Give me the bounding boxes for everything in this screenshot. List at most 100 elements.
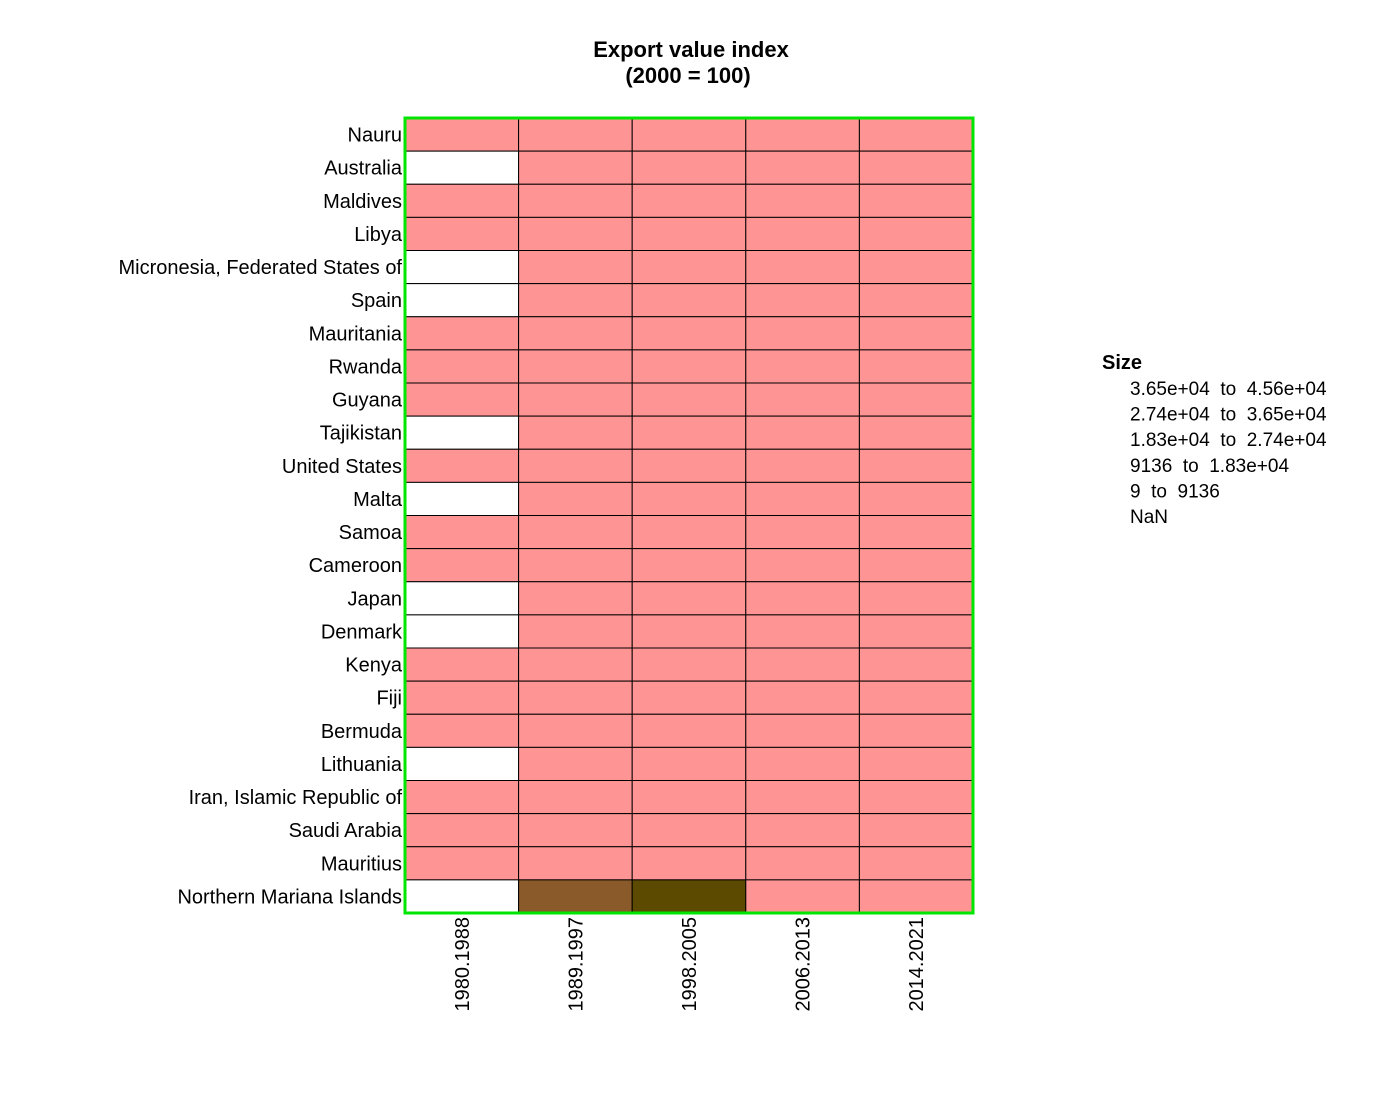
heatmap-cell xyxy=(518,216,633,251)
heatmap-cell xyxy=(631,846,747,881)
legend-item: 2.74e+04 to 3.65e+04 xyxy=(1130,405,1327,426)
row-label: Bermuda xyxy=(321,721,403,743)
heatmap-cell xyxy=(404,481,520,516)
column-labels: 1980.1988 1989.1997 1998.2005 2006.2013 2014… xyxy=(452,917,928,1012)
heatmap-cell xyxy=(404,614,520,649)
heatmap-cell xyxy=(745,349,860,384)
heatmap-cell xyxy=(631,250,747,285)
row-label: Libya xyxy=(354,224,403,246)
legend-item: 1.83e+04 to 2.74e+04 xyxy=(1130,430,1327,451)
heatmap-cell xyxy=(858,481,974,516)
column-label: 1998.2005 xyxy=(679,917,701,1012)
heatmap-cell xyxy=(745,150,860,185)
heatmap-cell xyxy=(858,780,974,815)
row-label: Northern Mariana Islands xyxy=(177,886,402,908)
heatmap-cell xyxy=(631,316,747,351)
heatmap-cell xyxy=(745,647,860,682)
row-label: Mauritania xyxy=(309,323,403,345)
heatmap-cell xyxy=(745,780,860,815)
heatmap-cell xyxy=(858,448,974,483)
heatmap-cell xyxy=(631,680,747,715)
heatmap-cell xyxy=(518,481,633,516)
heatmap-cell xyxy=(404,448,520,483)
row-label: Guyana xyxy=(332,390,403,412)
heatmap-cell xyxy=(404,780,520,815)
heatmap-cell xyxy=(745,515,860,550)
legend-item: 9 to 9136 xyxy=(1130,481,1220,502)
heatmap-cell xyxy=(518,349,633,384)
heatmap-cell xyxy=(745,250,860,285)
heatmap-cell xyxy=(631,614,747,649)
column-label: 2006.2013 xyxy=(793,917,815,1012)
row-label: Denmark xyxy=(321,621,403,643)
legend-item: 9136 to 1.83e+04 xyxy=(1130,456,1289,477)
heatmap-cell xyxy=(745,581,860,616)
legend-item: 3.65e+04 to 4.56e+04 xyxy=(1130,379,1327,400)
heatmap-cell xyxy=(518,780,633,815)
heatmap-cell xyxy=(404,283,520,318)
heatmap-cell xyxy=(518,150,633,185)
heatmap-cell xyxy=(745,216,860,251)
heatmap-cell xyxy=(631,150,747,185)
heatmap-cell xyxy=(631,117,747,152)
column-label: 1980.1988 xyxy=(452,917,474,1012)
legend-title: Size xyxy=(1102,352,1142,374)
heatmap-cell xyxy=(745,283,860,318)
heatmap-cell xyxy=(858,515,974,550)
heatmap-cell xyxy=(858,680,974,715)
heatmap-cell xyxy=(404,250,520,285)
heatmap-cell xyxy=(518,183,633,218)
heatmap-cell xyxy=(404,746,520,781)
heatmap-cell xyxy=(518,548,633,583)
row-label: Saudi Arabia xyxy=(289,820,403,842)
heatmap-cell xyxy=(745,448,860,483)
row-label: Australia xyxy=(324,158,403,180)
heatmap-cell xyxy=(631,515,747,550)
heatmap-cell xyxy=(858,813,974,848)
heatmap-cell xyxy=(858,746,974,781)
legend-items: 3.65e+04 to 4.56e+04 2.74e+04 to 3.65e+04… xyxy=(1130,379,1327,528)
heatmap-cell xyxy=(404,647,520,682)
heatmap-cell xyxy=(631,548,747,583)
heatmap-cell xyxy=(404,713,520,748)
row-label: Tajikistan xyxy=(320,423,402,445)
heatmap-cell xyxy=(858,879,974,914)
heatmap-cell xyxy=(631,746,747,781)
heatmap-cell xyxy=(518,581,633,616)
heatmap-cell xyxy=(518,415,633,450)
heatmap-cell xyxy=(518,813,633,848)
heatmap-cell xyxy=(404,548,520,583)
heatmap-cell xyxy=(631,415,747,450)
heatmap-cell xyxy=(631,780,747,815)
heatmap-cell xyxy=(518,515,633,550)
heatmap-cell xyxy=(631,382,747,417)
heatmap-cell xyxy=(858,614,974,649)
heatmap-cell xyxy=(858,846,974,881)
heatmap-cell xyxy=(631,349,747,384)
heatmap-cell xyxy=(404,415,520,450)
heatmap-cell xyxy=(745,713,860,748)
heatmap-cell xyxy=(858,382,974,417)
column-label: 1989.1997 xyxy=(565,917,587,1012)
row-label: Kenya xyxy=(345,655,403,677)
heatmap-cell xyxy=(858,647,974,682)
heatmap-cell xyxy=(858,316,974,351)
heatmap-cell xyxy=(858,581,974,616)
heatmap-cell xyxy=(858,250,974,285)
heatmap-cell xyxy=(631,813,747,848)
heatmap-cell xyxy=(404,581,520,616)
row-label: Malta xyxy=(353,489,403,511)
heatmap-cell xyxy=(404,316,520,351)
heatmap-cell xyxy=(404,349,520,384)
heatmap-cell xyxy=(518,746,633,781)
row-label: Fiji xyxy=(376,688,402,710)
row-label: Nauru xyxy=(348,125,402,147)
chart-title: Export value index xyxy=(593,37,789,62)
heatmap-cell xyxy=(631,216,747,251)
heatmap-cell xyxy=(518,382,633,417)
heatmap-cell xyxy=(745,746,860,781)
row-label: Maldives xyxy=(323,191,402,213)
row-label: Spain xyxy=(351,290,402,312)
heatmap-cell xyxy=(404,515,520,550)
